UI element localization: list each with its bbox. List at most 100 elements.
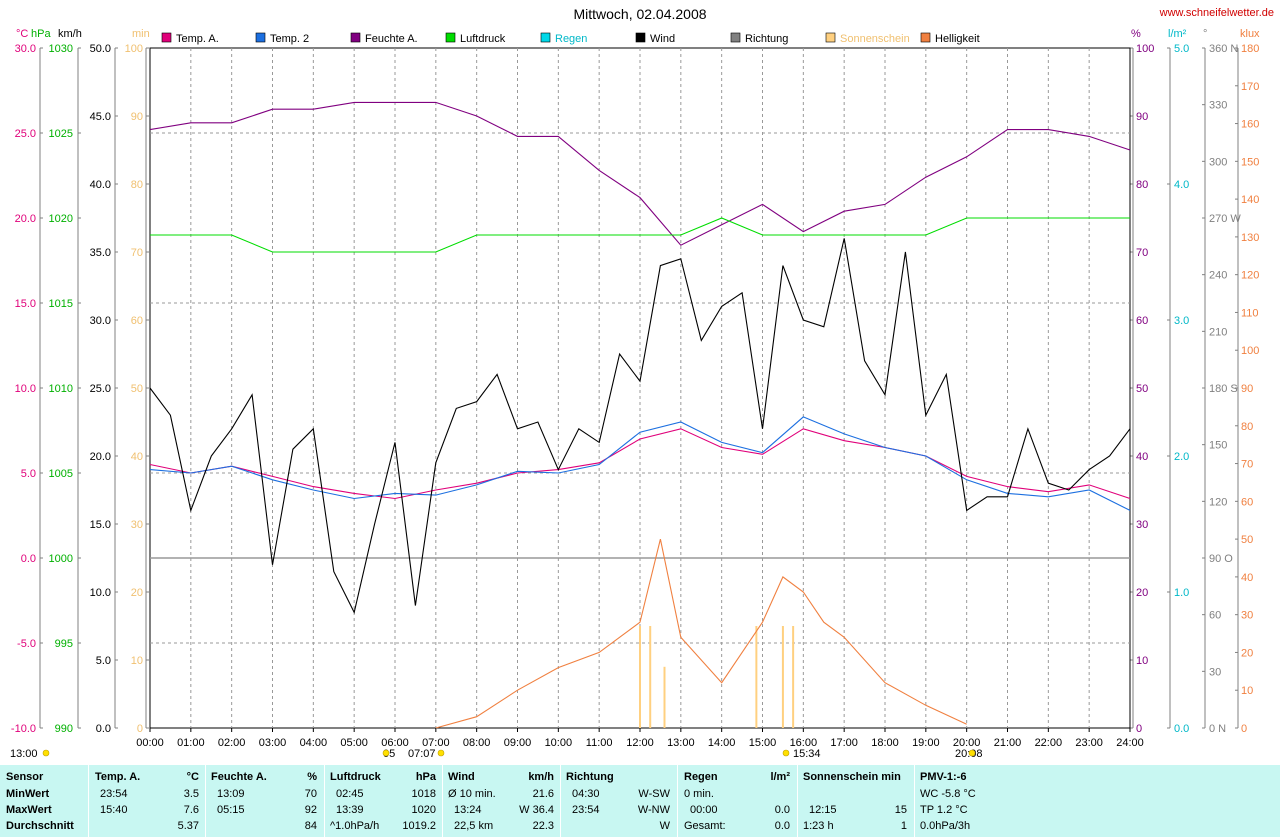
axis-label: 45.0: [90, 111, 111, 123]
axis-label: 80: [1136, 179, 1148, 191]
axis-label: 5.0: [96, 655, 111, 667]
axis-label: 240: [1209, 270, 1227, 282]
legend-swatch-4: [540, 32, 551, 43]
col-wind: Wind km/h Ø 10 min. 21.6 13:24 W 36.4 22…: [448, 771, 554, 832]
legend-swatch-8: [920, 32, 931, 43]
legend-label-3: Luftdruck: [460, 33, 506, 45]
x-tick-label: 06:00: [381, 737, 409, 749]
axis-label: 30: [1209, 666, 1221, 678]
axis-label: 100: [125, 43, 143, 55]
axis-label: 0.0: [1174, 723, 1189, 735]
axis-label: 35.0: [90, 247, 111, 259]
axis-label: 40: [1241, 572, 1253, 584]
axis-label: 990: [55, 723, 73, 735]
axis-label: 1005: [49, 468, 73, 480]
col-sunshine: Sonnenschein min 12:15 15 1:23 h 1: [803, 771, 907, 832]
axis-label: 60: [1241, 496, 1253, 508]
axis-label: 120: [1241, 270, 1259, 282]
axis-label: 30.0: [90, 315, 111, 327]
sun-icon-0: [42, 749, 50, 757]
axis-label: 150: [1209, 440, 1227, 452]
x-tick-label: 12:00: [626, 737, 654, 749]
axis-label: 5.0: [1174, 43, 1189, 55]
axis-label: 120: [1209, 496, 1227, 508]
series-line-helligkeit: [435, 538, 967, 729]
axis-label: 20: [131, 587, 143, 599]
x-tick-label: 00:00: [136, 737, 164, 749]
x-tick-label: 24:00: [1116, 737, 1144, 749]
axis-label: 60: [131, 315, 143, 327]
unit-right-0: %: [1131, 28, 1141, 40]
chart-marks: [149, 101, 1131, 729]
axis-label: 90: [131, 111, 143, 123]
axis-label: 30: [1136, 519, 1148, 531]
axis-label: 15.0: [15, 298, 36, 310]
x-tick-label: 08:00: [463, 737, 491, 749]
axis-label: 25.0: [15, 128, 36, 140]
axis-label: -5.0: [17, 638, 36, 650]
sun-mark-2: 07:07: [408, 748, 436, 760]
x-tick-label: 19:00: [912, 737, 940, 749]
legend-label-8: Helligkeit: [935, 33, 980, 45]
axis-label: 100: [1136, 43, 1154, 55]
axis-label: 180 S: [1209, 383, 1238, 395]
x-tick-label: 03:00: [259, 737, 287, 749]
axis-label: 20: [1241, 647, 1253, 659]
x-axis-ticks: 00:00 01:00 02:00 03:00 04:00 05:00 06:00 07:00…: [10, 728, 1144, 760]
axis-label: 80: [131, 179, 143, 191]
sun-icon-1: [382, 749, 390, 757]
axis-label: 1025: [49, 128, 73, 140]
legend-label-7: Sonnenschein: [840, 33, 910, 45]
axis-label: 10.0: [90, 587, 111, 599]
x-tick-label: 13:00: [667, 737, 695, 749]
axis-label: 50: [1241, 534, 1253, 546]
row-label-avg: Durchschnitt: [6, 820, 74, 832]
x-tick-label: 10:00: [545, 737, 573, 749]
axis-label: 90: [1241, 383, 1253, 395]
axis-label: 150: [1241, 156, 1259, 168]
series-line-luftdruck: [150, 217, 1130, 253]
axis-label: 140: [1241, 194, 1259, 206]
legend-label-6: Richtung: [745, 33, 788, 45]
legend-swatch-7: [825, 32, 836, 43]
sun-mark-4: 20:08: [955, 748, 983, 760]
unit-left-2: km/h: [58, 28, 82, 40]
axis-label: 60: [1136, 315, 1148, 327]
x-tick-label: 17:00: [830, 737, 858, 749]
legend-label-1: Temp. 2: [270, 33, 309, 45]
col-pmv: PMV-1:-6 WC -5.8 °C TP 1.2 °C 0.0hPa/3h: [920, 771, 976, 832]
axis-label: 110: [1241, 307, 1259, 319]
axis-label: 1000: [49, 553, 73, 565]
x-tick-label: 18:00: [871, 737, 899, 749]
axis-label: 50: [1136, 383, 1148, 395]
axis-label: 1015: [49, 298, 73, 310]
legend: Temp. A. Temp. 2 Feuchte A. Luftdruck Regen W…: [161, 32, 980, 45]
axis-label: 10.0: [15, 383, 36, 395]
chart-title: Mittwoch, 02.04.2008: [573, 6, 706, 22]
axis-label: 40: [1136, 451, 1148, 463]
col-direction: Richtung 04:30 W-SW 23:54 W-NW W: [566, 771, 670, 832]
axis-label: 20.0: [90, 451, 111, 463]
axis-label: 20: [1136, 587, 1148, 599]
x-tick-label: 02:00: [218, 737, 246, 749]
axis-label: 70: [131, 247, 143, 259]
unit-right-2: °: [1203, 28, 1207, 40]
x-tick-label: 23:00: [1075, 737, 1103, 749]
row-labels: Sensor MinWert MaxWert Durchschnitt: [6, 765, 86, 837]
axis-label: 0.0: [21, 553, 36, 565]
x-tick-label: 14:00: [708, 737, 736, 749]
axis-label: 40: [131, 451, 143, 463]
series-line-feuchte-a-: [149, 101, 1131, 246]
axis-label: 80: [1241, 421, 1253, 433]
row-label-max: MaxWert: [6, 804, 52, 816]
axis-label: 995: [55, 638, 73, 650]
axis-label: 270 W: [1209, 213, 1241, 225]
series-line-wind: [149, 238, 1131, 615]
legend-label-4: Regen: [555, 33, 587, 45]
right-axes: 10090807060504030201005.04.03.02.01.00.0…: [1130, 43, 1259, 735]
x-tick-label: 11:00: [586, 737, 613, 749]
legend-swatch-2: [350, 32, 361, 43]
axis-label: 10: [1136, 655, 1148, 667]
axis-label: 70: [1136, 247, 1148, 259]
axis-label: 5.0: [21, 468, 36, 480]
